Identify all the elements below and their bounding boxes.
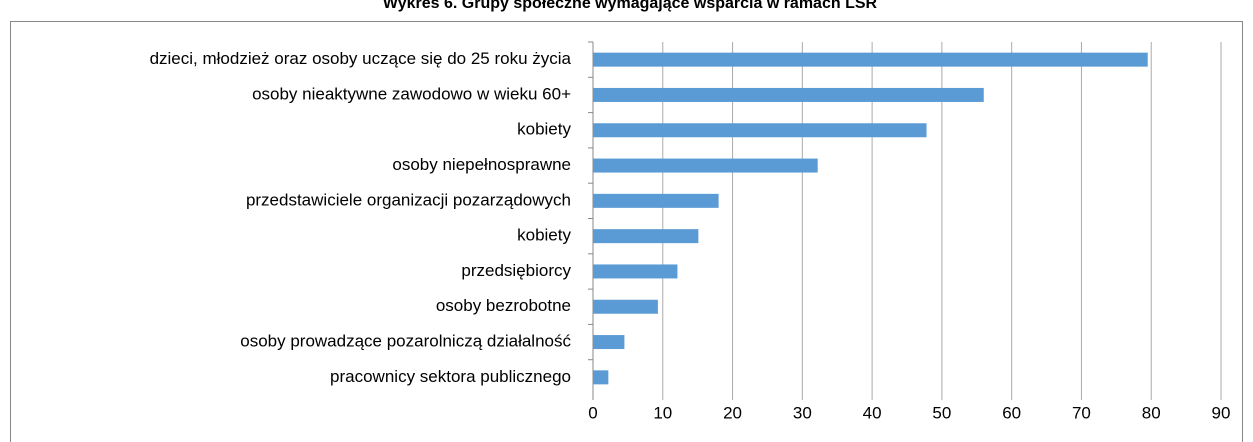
x-tick-label: 70 — [1072, 403, 1091, 422]
bar — [593, 158, 818, 173]
bar — [593, 193, 719, 208]
x-tick-label: 20 — [723, 403, 742, 422]
y-tick-label: kobiety — [517, 120, 571, 139]
y-tick-label: przedsiębiorcy — [461, 261, 571, 280]
bar — [593, 229, 699, 244]
y-tick-label: pracownicy sektora publicznego — [330, 367, 571, 386]
bar — [593, 123, 927, 138]
x-tick-label: 0 — [588, 403, 597, 422]
bar — [593, 87, 984, 102]
y-tick-label: dzieci, młodzież oraz osoby uczące się d… — [150, 49, 572, 68]
bar — [593, 52, 1148, 67]
y-tick-label: osoby nieaktywne zawodowo w wieku 60+ — [252, 84, 571, 103]
bar — [593, 335, 625, 350]
x-tick-label: 30 — [793, 403, 812, 422]
bar — [593, 264, 678, 279]
x-tick-label: 50 — [932, 403, 951, 422]
x-tick-label: 60 — [1002, 403, 1021, 422]
y-tick-label: przedstawiciele organizacji pozarządowyc… — [246, 190, 571, 209]
bar — [593, 299, 658, 314]
chart-title: Wykres 6. Grupy społeczne wymagające wsp… — [383, 0, 878, 12]
bar — [593, 370, 609, 385]
y-tick-label: kobiety — [517, 226, 571, 245]
x-tick-label: 10 — [653, 403, 672, 422]
y-tick-label: osoby bezrobotne — [436, 296, 571, 315]
x-tick-label: 40 — [863, 403, 882, 422]
x-tick-label: 90 — [1212, 403, 1231, 422]
y-tick-label: osoby niepełnosprawne — [392, 155, 571, 174]
y-tick-label: osoby prowadzące pozarolniczą działalnoś… — [240, 332, 571, 351]
x-tick-label: 80 — [1142, 403, 1161, 422]
